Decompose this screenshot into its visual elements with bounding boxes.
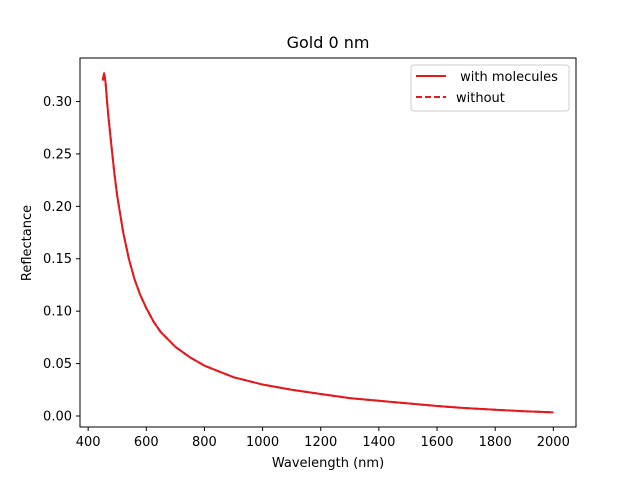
x-tick-label: 1600 — [420, 435, 453, 450]
x-tick-label: 400 — [76, 435, 101, 450]
x-axis: 400 600 800 1000 1200 1400 1600 1800 2000 — [76, 427, 570, 450]
y-tick-label: 0.20 — [43, 200, 72, 215]
x-tick-label: 1800 — [479, 435, 512, 450]
legend-label-without: without — [456, 91, 505, 106]
y-tick-label: 0.00 — [43, 409, 72, 424]
x-tick-label: 1200 — [304, 435, 337, 450]
y-tick-label: 0.10 — [43, 305, 72, 320]
x-tick-label: 1400 — [362, 435, 395, 450]
y-tick-label: 0.15 — [43, 252, 72, 267]
series-line-without — [101, 72, 554, 414]
plot-layer — [101, 72, 554, 414]
legend-box — [410, 64, 570, 112]
legend-label-with-molecules: with molecules — [456, 70, 558, 85]
y-tick-label: 0.05 — [43, 357, 72, 372]
x-tick-label: 1000 — [246, 435, 279, 450]
chart-title: Gold 0 nm — [287, 33, 370, 52]
x-tick-label: 2000 — [537, 435, 570, 450]
x-axis-label: Wavelength (nm) — [272, 456, 384, 471]
y-axis: 0.00 0.05 0.10 0.15 0.20 0.25 0.30 — [43, 95, 80, 424]
x-tick-label: 600 — [134, 435, 159, 450]
x-tick-label: 800 — [192, 435, 217, 450]
legend: with molecules without — [410, 64, 570, 112]
y-tick-label: 0.30 — [43, 95, 72, 110]
y-axis-label: Reflectance — [20, 205, 35, 281]
y-tick-label: 0.25 — [43, 147, 72, 162]
plot-frame — [79, 57, 577, 428]
